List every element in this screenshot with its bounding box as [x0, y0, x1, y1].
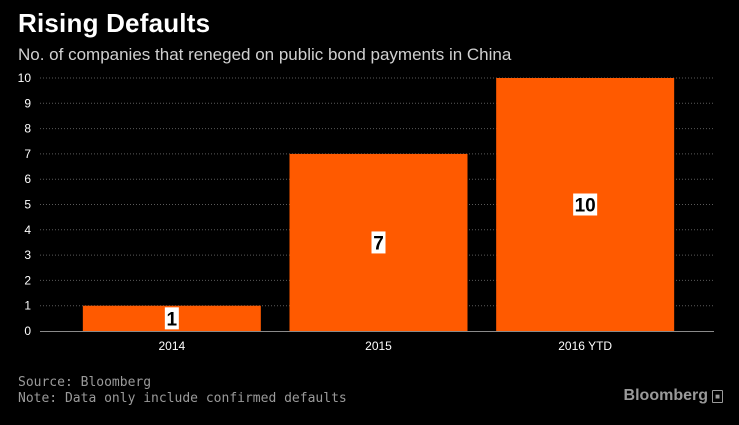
y-tick-label: 2	[24, 273, 31, 287]
x-tick-label: 2016 YTD	[558, 339, 612, 353]
brand-wordmark: Bloomberg	[623, 387, 708, 404]
y-tick-label: 5	[24, 198, 31, 212]
y-tick-label: 9	[24, 96, 31, 110]
y-tick-label: 3	[24, 248, 31, 262]
y-tick-label: 8	[24, 122, 31, 136]
chart-title: Rising Defaults	[18, 8, 211, 38]
data-label: 10	[575, 196, 596, 217]
y-tick-label: 7	[24, 147, 31, 161]
x-tick-label: 2014	[158, 339, 185, 353]
y-tick-label: 4	[24, 223, 31, 237]
x-axis-ticks: 2014 2015 2016 YTD	[158, 339, 612, 353]
y-tick-label: 6	[24, 172, 31, 186]
data-label: 7	[373, 233, 384, 254]
data-label: 1	[167, 309, 178, 330]
source-note: Source: Bloomberg	[18, 375, 152, 390]
y-tick-label: 10	[18, 71, 32, 85]
chart-subtitle: No. of companies that reneged on public …	[18, 45, 512, 64]
x-tick-label: 2015	[365, 339, 392, 353]
y-tick-label: 1	[24, 299, 31, 313]
y-axis-ticks: 0 1 2 3 4 5 6 7 8 9 10	[18, 71, 32, 338]
data-label-box	[371, 231, 386, 254]
data-label-box	[164, 307, 179, 330]
data-note: Note: Data only include confirmed defaul…	[18, 391, 347, 406]
brand-mark-icon: ■	[712, 389, 723, 403]
data-label-box	[573, 193, 598, 216]
y-tick-label: 0	[24, 324, 31, 338]
bloomberg-logo: Bloomberg ■	[624, 387, 723, 405]
